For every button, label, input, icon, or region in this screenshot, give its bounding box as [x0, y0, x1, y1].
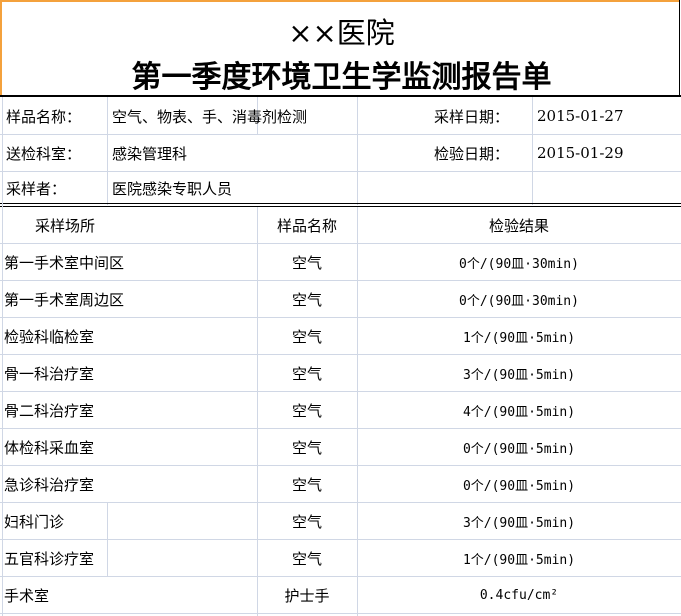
- row-sample[interactable]: 空气: [291, 364, 322, 383]
- sampling-date-label: 采样日期：: [434, 107, 510, 126]
- row-result[interactable]: 4个/(90皿·5min): [462, 404, 576, 420]
- row-result[interactable]: 0.4cfu/cm²: [479, 587, 559, 603]
- row-result[interactable]: 0个/(90皿·5min): [462, 441, 576, 457]
- row-place[interactable]: 手术室: [4, 586, 50, 605]
- hospital-title: ××医院: [288, 16, 395, 50]
- row-result[interactable]: 1个/(90皿·5min): [462, 552, 576, 568]
- right-edge: [679, 0, 680, 97]
- row-result[interactable]: 1个/(90皿·5min): [462, 330, 576, 346]
- sample-name-value[interactable]: 空气、物表、手、消毒剂检测: [112, 107, 308, 126]
- row-sample[interactable]: 护士手: [284, 586, 330, 605]
- sampling-date-value[interactable]: 2015-01-27: [537, 107, 624, 125]
- row-place[interactable]: 第一手术室周边区: [4, 290, 125, 309]
- grid-line: [0, 539, 681, 540]
- row-place[interactable]: 骨一科治疗室: [4, 364, 95, 383]
- report-title: 第一季度环境卫生学监测报告单: [131, 60, 552, 95]
- row-result[interactable]: 0个/(90皿·30min): [459, 293, 579, 309]
- row-place[interactable]: 第一手术室中间区: [4, 253, 125, 272]
- row-place[interactable]: 体检科采血室: [4, 438, 95, 457]
- test-date-value[interactable]: 2015-01-29: [537, 144, 624, 162]
- row-result[interactable]: 0个/(90皿·5min): [462, 478, 576, 494]
- row-place[interactable]: 急诊科治疗室: [4, 475, 95, 494]
- sampler-value[interactable]: 医院感染专职人员: [112, 179, 233, 198]
- row-sample[interactable]: 空气: [291, 438, 322, 457]
- grid-line: [0, 280, 681, 281]
- title-bottom-border: [0, 95, 681, 97]
- row-place[interactable]: 骨二科治疗室: [4, 401, 95, 420]
- row-place[interactable]: 检验科临检室: [4, 327, 95, 346]
- row-result[interactable]: 3个/(90皿·5min): [462, 367, 576, 383]
- title-cell[interactable]: ××医院 第一季度环境卫生学监测报告单: [0, 0, 679, 95]
- test-date-label: 检验日期：: [434, 144, 510, 163]
- grid-line: [0, 428, 681, 429]
- row-place[interactable]: 五官科诊疗室: [4, 549, 95, 568]
- row-sample[interactable]: 空气: [291, 549, 322, 568]
- header-result: 检验结果: [488, 216, 549, 235]
- grid-line: [0, 465, 681, 466]
- grid-line: [0, 354, 681, 355]
- row-sample[interactable]: 空气: [291, 401, 322, 420]
- row-place[interactable]: 妇科门诊: [4, 512, 65, 531]
- grid-line: [0, 243, 681, 244]
- dept-value[interactable]: 感染管理科: [112, 144, 188, 163]
- grid-line: [0, 576, 681, 577]
- sampler-label: 采样者：: [6, 179, 67, 198]
- sample-name-label: 样品名称：: [6, 107, 82, 126]
- grid-line: [0, 502, 681, 503]
- row-sample[interactable]: 空气: [291, 475, 322, 494]
- grid-line: [0, 613, 681, 614]
- row-sample[interactable]: 空气: [291, 253, 322, 272]
- row-sample[interactable]: 空气: [291, 327, 322, 346]
- row-sample[interactable]: 空气: [291, 290, 322, 309]
- row-sample[interactable]: 空气: [291, 512, 322, 531]
- grid-line: [0, 391, 681, 392]
- header-place: 采样场所: [34, 216, 95, 235]
- row-result[interactable]: 3个/(90皿·5min): [462, 515, 576, 531]
- dept-label: 送检科室：: [6, 144, 82, 163]
- header-sample: 样品名称: [276, 216, 337, 235]
- row-result[interactable]: 0个/(90皿·30min): [459, 256, 579, 272]
- grid-line: [0, 317, 681, 318]
